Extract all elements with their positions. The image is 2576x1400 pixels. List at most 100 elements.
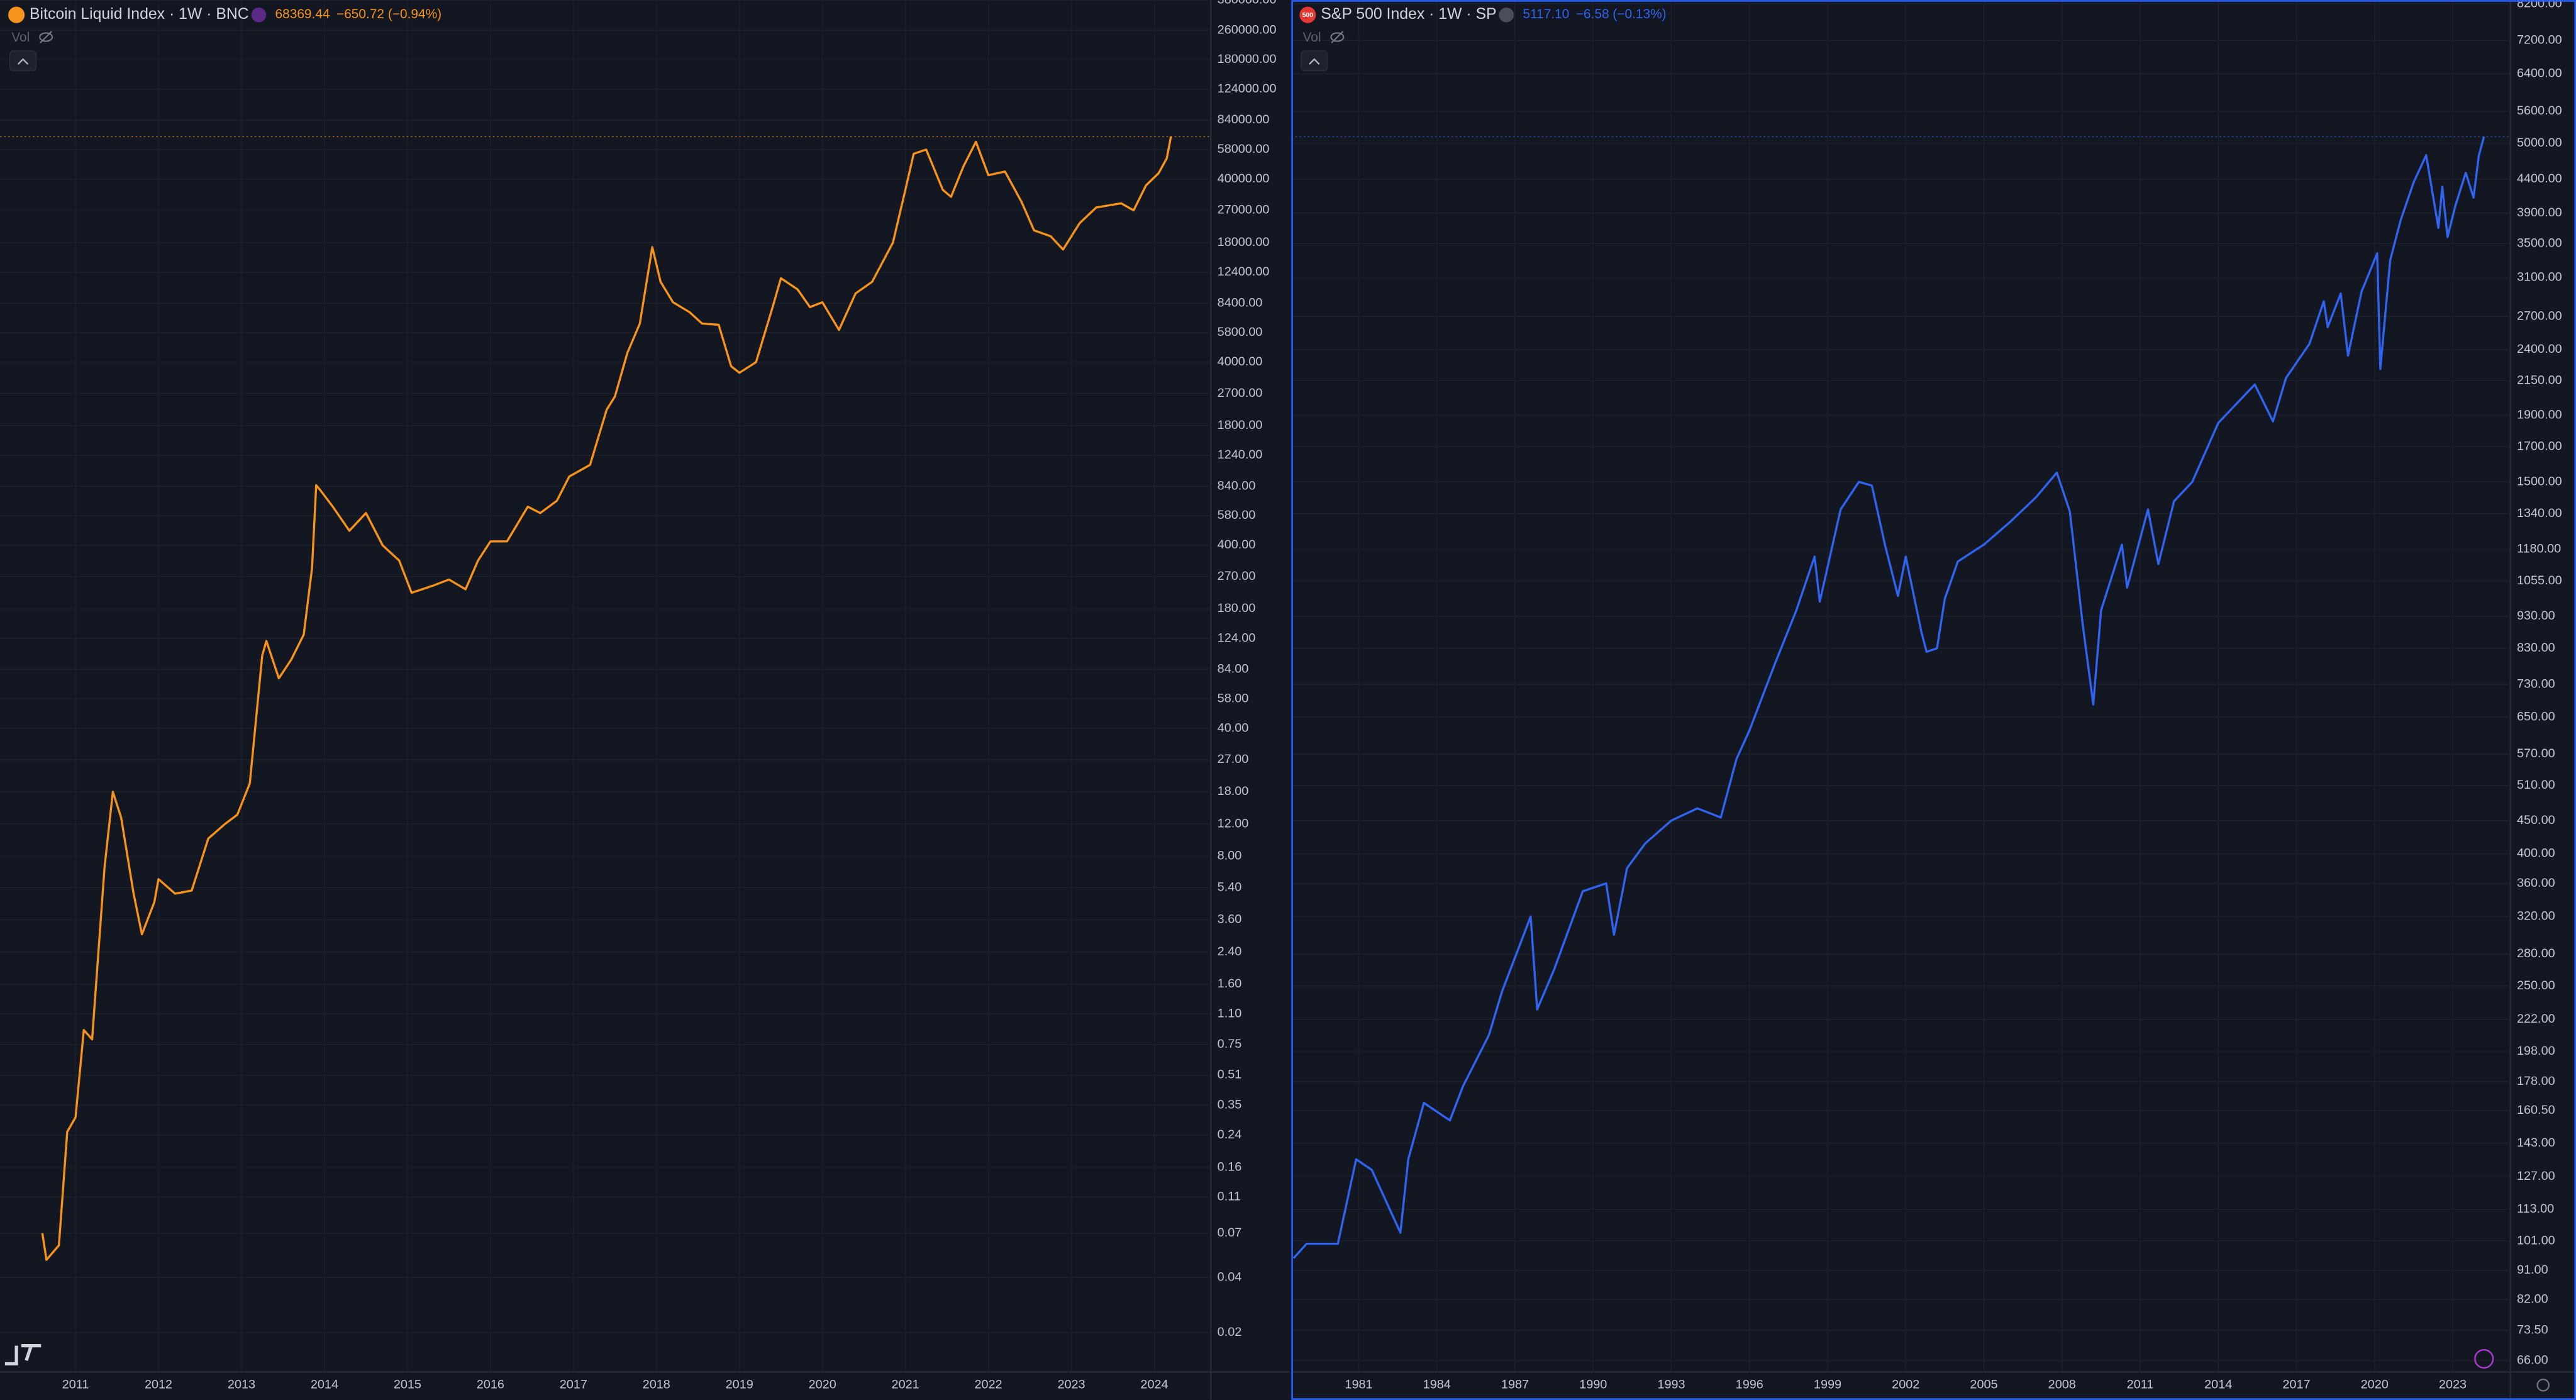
y-tick-label: 0.11 <box>1218 1190 1241 1204</box>
x-tick-label: 2017 <box>2282 1378 2310 1392</box>
y-tick-label: 84.00 <box>1218 662 1249 675</box>
collapse-button[interactable] <box>1301 50 1328 72</box>
y-tick-label: 180000.00 <box>1218 52 1277 66</box>
y-tick-label: 450.00 <box>2517 813 2555 827</box>
logo[interactable] <box>4 1344 42 1365</box>
x-tick-label: 2012 <box>145 1378 172 1392</box>
y-tick-label: 5000.00 <box>2517 136 2562 150</box>
y-tick-label: 73.50 <box>2517 1323 2548 1337</box>
x-tick-label: 2022 <box>975 1378 1002 1392</box>
y-tick-label: 5800.00 <box>1218 325 1263 339</box>
y-tick-label: 8400.00 <box>1218 296 1263 309</box>
y-tick-label: 113.00 <box>2517 1202 2554 1216</box>
visibility-icon[interactable] <box>39 32 53 42</box>
x-tick-label: 2016 <box>477 1378 504 1392</box>
symbol-title[interactable]: Bitcoin Liquid Index · 1W · BNC <box>30 6 249 23</box>
settings-icon[interactable] <box>2536 1379 2550 1392</box>
last-price: 5117.10 <box>1523 7 1569 21</box>
active-pane-border <box>1291 0 2576 1400</box>
x-tick-label: 1984 <box>1423 1378 1451 1392</box>
y-tick-label: 101.00 <box>2517 1233 2555 1247</box>
y-tick-label: 2700.00 <box>2517 309 2562 323</box>
y-tick-label: 0.24 <box>1218 1128 1242 1142</box>
y-tick-label: 18000.00 <box>1218 235 1270 249</box>
x-tick-label: 2011 <box>62 1378 89 1392</box>
y-tick-label: 0.75 <box>1218 1037 1242 1051</box>
y-tick-label: 3100.00 <box>2517 270 2562 284</box>
y-tick-label: 18.00 <box>1218 784 1249 798</box>
x-tick-label: 1996 <box>1736 1378 1763 1392</box>
y-tick-label: 650.00 <box>2517 709 2555 723</box>
y-tick-label: 91.00 <box>2517 1263 2548 1277</box>
y-tick-label: 3500.00 <box>2517 236 2562 250</box>
x-tick-label: 2019 <box>726 1378 753 1392</box>
x-tick-label: 2020 <box>2361 1378 2389 1392</box>
y-tick-label: 7200.00 <box>2517 33 2562 47</box>
y-tick-label: 580.00 <box>1218 508 1256 522</box>
visibility-icon-slash <box>40 31 53 43</box>
y-tick-label: 8.00 <box>1218 849 1242 863</box>
y-tick-label: 270.00 <box>1218 569 1256 583</box>
symbol-title[interactable]: S&P 500 Index · 1W · SP <box>1321 6 1496 23</box>
x-tick-label: 2023 <box>1057 1378 1085 1392</box>
y-tick-label: 180.00 <box>1218 601 1256 615</box>
y-tick-label: 124.00 <box>1218 631 1256 645</box>
x-tick-label: 2011 <box>2127 1378 2154 1392</box>
last-price: 68369.44 <box>275 7 330 21</box>
y-tick-label: 3900.00 <box>2517 206 2562 219</box>
y-tick-label: 198.00 <box>2517 1044 2555 1058</box>
symbol-icon-label: 500 <box>1302 12 1314 19</box>
x-tick-label: 1981 <box>1345 1378 1372 1392</box>
y-tick-label: 3.60 <box>1218 913 1242 926</box>
status-dot[interactable] <box>1499 7 1514 23</box>
y-tick-label: 1180.00 <box>2517 542 2561 556</box>
y-tick-label: 27.00 <box>1218 752 1249 766</box>
volume-label[interactable]: Vol <box>1303 30 1321 45</box>
price-change: −650.72 (−0.94%) <box>336 7 441 21</box>
visibility-icon[interactable] <box>1330 32 1345 42</box>
y-tick-label: 58.00 <box>1218 691 1249 705</box>
power-icon[interactable] <box>2474 1348 2494 1369</box>
x-tick-label: 2017 <box>560 1378 587 1392</box>
chart-panel: 8200.00 7200.00 6400.00 5600.00 5000.00 4400.… <box>1291 0 2576 1400</box>
y-tick-label: 0.04 <box>1218 1270 1242 1284</box>
x-tick-label: 2014 <box>2204 1378 2232 1392</box>
y-tick-label: 400.00 <box>1218 538 1256 552</box>
y-tick-label: 0.07 <box>1218 1226 1242 1240</box>
x-tick-label: 2018 <box>643 1378 670 1392</box>
x-tick-label: 1999 <box>1814 1378 1841 1392</box>
y-tick-label: 124000.00 <box>1218 82 1277 96</box>
price-change: −6.58 (−0.13%) <box>1576 7 1667 21</box>
x-tick-label: 2005 <box>1970 1378 1997 1392</box>
price-line <box>1292 136 2485 1259</box>
y-tick-label: 0.02 <box>1218 1325 1242 1339</box>
y-tick-label: 730.00 <box>2517 677 2555 691</box>
y-tick-label: 127.00 <box>2517 1169 2555 1183</box>
y-tick-label: 5.40 <box>1218 880 1242 894</box>
x-tick-label: 2014 <box>311 1378 338 1392</box>
y-tick-label: 1700.00 <box>2517 439 2562 453</box>
y-tick-label: 1.10 <box>1218 1007 1242 1021</box>
x-tick-label: 2008 <box>2048 1378 2076 1392</box>
y-tick-label: 178.00 <box>2517 1074 2555 1088</box>
chart-panel: 380000.00 260000.00 180000.00 124000.00 8400… <box>0 0 1290 1400</box>
y-tick-label: 12.00 <box>1218 816 1249 830</box>
y-tick-label: 27000.00 <box>1218 203 1270 217</box>
y-tick-label: 2150.00 <box>2517 373 2562 387</box>
y-tick-label: 510.00 <box>2517 778 2555 792</box>
y-tick-label: 280.00 <box>2517 947 2555 960</box>
volume-label[interactable]: Vol <box>11 30 30 45</box>
y-tick-label: 570.00 <box>2517 747 2555 760</box>
symbol-icon <box>8 6 25 23</box>
collapse-chevron <box>1309 58 1320 65</box>
y-tick-label: 2700.00 <box>1218 386 1263 400</box>
y-tick-label: 66.00 <box>2517 1353 2548 1367</box>
x-tick-label: 2002 <box>1892 1378 1919 1392</box>
y-tick-label: 58000.00 <box>1218 142 1270 156</box>
y-tick-label: 40000.00 <box>1218 172 1270 186</box>
y-tick-label: 320.00 <box>2517 909 2555 923</box>
collapse-button[interactable] <box>9 50 37 72</box>
y-tick-label: 0.51 <box>1218 1068 1242 1082</box>
status-dot[interactable] <box>251 7 267 23</box>
